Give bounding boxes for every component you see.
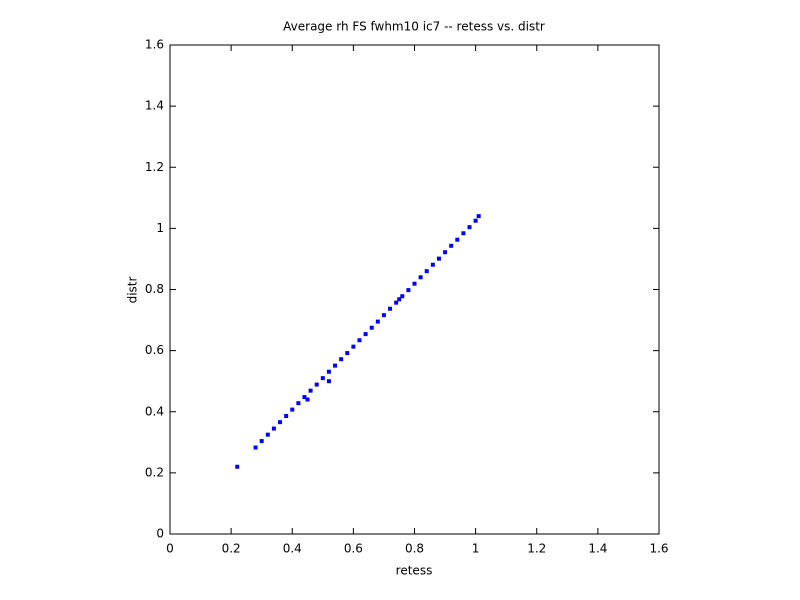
y-tick-label: 1.6 [145, 38, 164, 52]
point [296, 401, 301, 406]
point [369, 325, 374, 330]
point [345, 351, 350, 356]
point [235, 464, 240, 469]
y-tick-label: 1.4 [145, 99, 164, 113]
point [397, 297, 402, 302]
y-tick-label: 0.8 [145, 282, 164, 296]
x-tick-label: 0 [166, 542, 174, 556]
point [326, 369, 331, 374]
x-tick-label: 0.8 [405, 542, 424, 556]
x-tick-label: 0.6 [344, 542, 363, 556]
plot-area [169, 44, 660, 535]
x-axis-label: retess [396, 564, 433, 578]
y-tick-label: 0.4 [145, 404, 164, 418]
point [443, 250, 448, 255]
x-tick-label: 1.2 [527, 542, 546, 556]
point [326, 379, 331, 384]
point [381, 313, 386, 318]
point [436, 256, 441, 261]
point [412, 281, 417, 286]
x-tick-label: 1 [472, 542, 480, 556]
point [476, 214, 481, 219]
x-tick-label: 1.6 [649, 542, 668, 556]
point [339, 357, 344, 362]
point [363, 332, 368, 337]
point [406, 288, 411, 293]
point [449, 243, 454, 248]
point [375, 319, 380, 324]
point [473, 218, 478, 223]
point [265, 432, 270, 437]
point [259, 439, 264, 444]
y-tick-label: 0 [156, 527, 164, 541]
point [357, 338, 362, 343]
y-tick-label: 1.2 [145, 160, 164, 174]
point [455, 237, 460, 242]
point [302, 395, 307, 400]
y-tick-label: 0.6 [145, 343, 164, 357]
point [351, 344, 356, 349]
point [388, 306, 393, 311]
point [400, 294, 405, 299]
point [253, 445, 258, 450]
chart-title: Average rh FS fwhm10 ic7 -- retess vs. d… [283, 20, 545, 34]
point [394, 300, 399, 305]
point [314, 382, 319, 387]
x-tick-label: 0.4 [283, 542, 302, 556]
point [430, 262, 435, 267]
point [271, 426, 276, 431]
point [278, 420, 283, 425]
point [308, 388, 313, 393]
point [418, 275, 423, 280]
y-tick-label: 1 [156, 221, 164, 235]
y-tick-label: 0.2 [145, 465, 164, 479]
point [290, 407, 295, 412]
point [461, 231, 466, 236]
x-tick-label: 1.4 [588, 542, 607, 556]
x-tick-label: 0.2 [222, 542, 241, 556]
point [467, 225, 472, 230]
point [284, 414, 289, 419]
point [320, 376, 325, 381]
point [333, 363, 338, 368]
point [305, 397, 310, 402]
y-axis-label: distr [126, 277, 140, 304]
point [424, 269, 429, 274]
